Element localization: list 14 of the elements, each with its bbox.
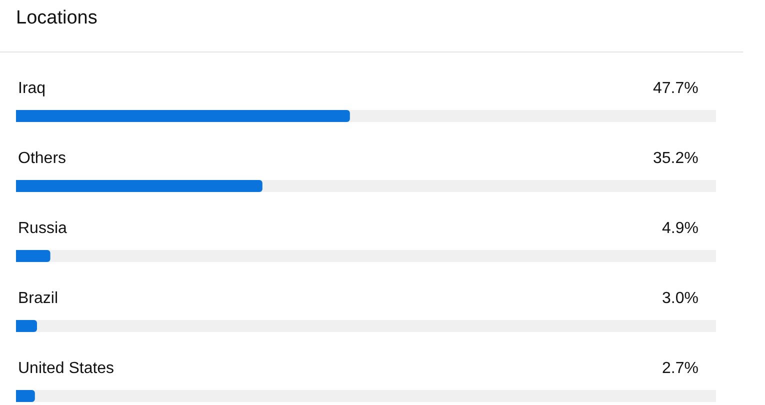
bar <box>16 250 50 262</box>
data-label: 35.2% <box>653 150 698 167</box>
chart-title: Locations <box>16 8 98 29</box>
bar <box>16 320 37 332</box>
data-label: 3.0% <box>662 290 698 307</box>
data-label: 2.7% <box>662 360 698 377</box>
data-label: 47.7% <box>653 80 698 97</box>
y-tick-label: Russia <box>18 220 68 237</box>
bar <box>16 390 35 402</box>
y-tick-label: Brazil <box>18 290 58 307</box>
data-label: 4.9% <box>662 220 698 237</box>
y-tick-label: Iraq <box>18 80 46 97</box>
y-tick-label: United States <box>18 360 114 377</box>
y-tick-label: Others <box>18 150 66 167</box>
